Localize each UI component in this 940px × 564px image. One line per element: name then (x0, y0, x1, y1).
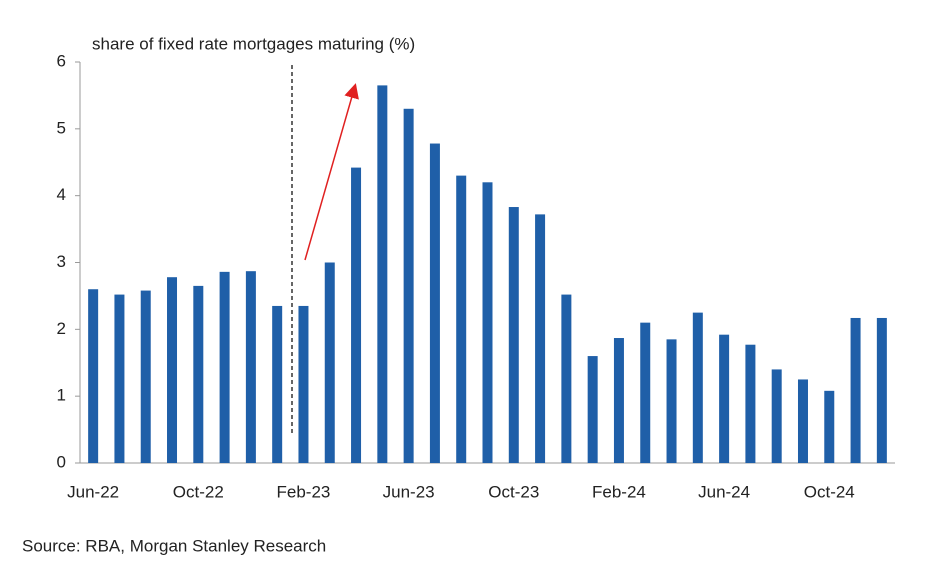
bar (88, 289, 99, 463)
bar (403, 108, 414, 464)
bar (640, 322, 651, 463)
bar (114, 294, 125, 463)
bar (535, 214, 546, 463)
x-tick-label: Oct-23 (488, 482, 539, 501)
x-tick-label: Oct-24 (804, 482, 855, 501)
bar (850, 317, 861, 463)
bar (587, 356, 598, 463)
bar (797, 379, 808, 463)
x-tick-label: Feb-23 (277, 482, 331, 501)
x-tick-label: Jun-22 (67, 482, 119, 501)
x-tick-label: Feb-24 (592, 482, 646, 501)
bar (508, 207, 519, 463)
bar (482, 182, 493, 464)
bar (324, 262, 335, 463)
bar (561, 294, 572, 463)
bar (219, 271, 230, 463)
bar (298, 305, 309, 463)
y-tick-label: 6 (57, 51, 66, 70)
bar (245, 271, 256, 463)
bar (456, 175, 467, 463)
x-tick-label: Jun-24 (698, 482, 750, 501)
bar (140, 290, 151, 463)
bar (193, 285, 204, 463)
x-tick-label: Jun-23 (383, 482, 435, 501)
bar (377, 85, 388, 464)
bar (666, 339, 677, 463)
source: Source: RBA, Morgan Stanley Research (22, 536, 326, 555)
bar (692, 312, 703, 463)
arrow (304, 83, 359, 261)
y-tick-label: 2 (57, 319, 66, 338)
bar (613, 338, 624, 463)
bar (351, 167, 362, 463)
y-tick-label: 1 (57, 386, 66, 405)
bar (771, 369, 782, 463)
bar (745, 344, 756, 463)
y-tick-label: 5 (57, 118, 66, 137)
x-tick-label: Oct-22 (173, 482, 224, 501)
bar (876, 317, 887, 463)
bar (167, 277, 178, 463)
bar (824, 390, 835, 463)
y-tick-label: 0 (57, 452, 66, 471)
chart-title: share of fixed rate mortgages maturing (… (92, 34, 415, 53)
bar (719, 334, 730, 463)
bar (429, 143, 440, 463)
y-tick-label: 4 (57, 185, 66, 204)
y-tick-label: 3 (57, 252, 66, 271)
bar (272, 305, 283, 463)
